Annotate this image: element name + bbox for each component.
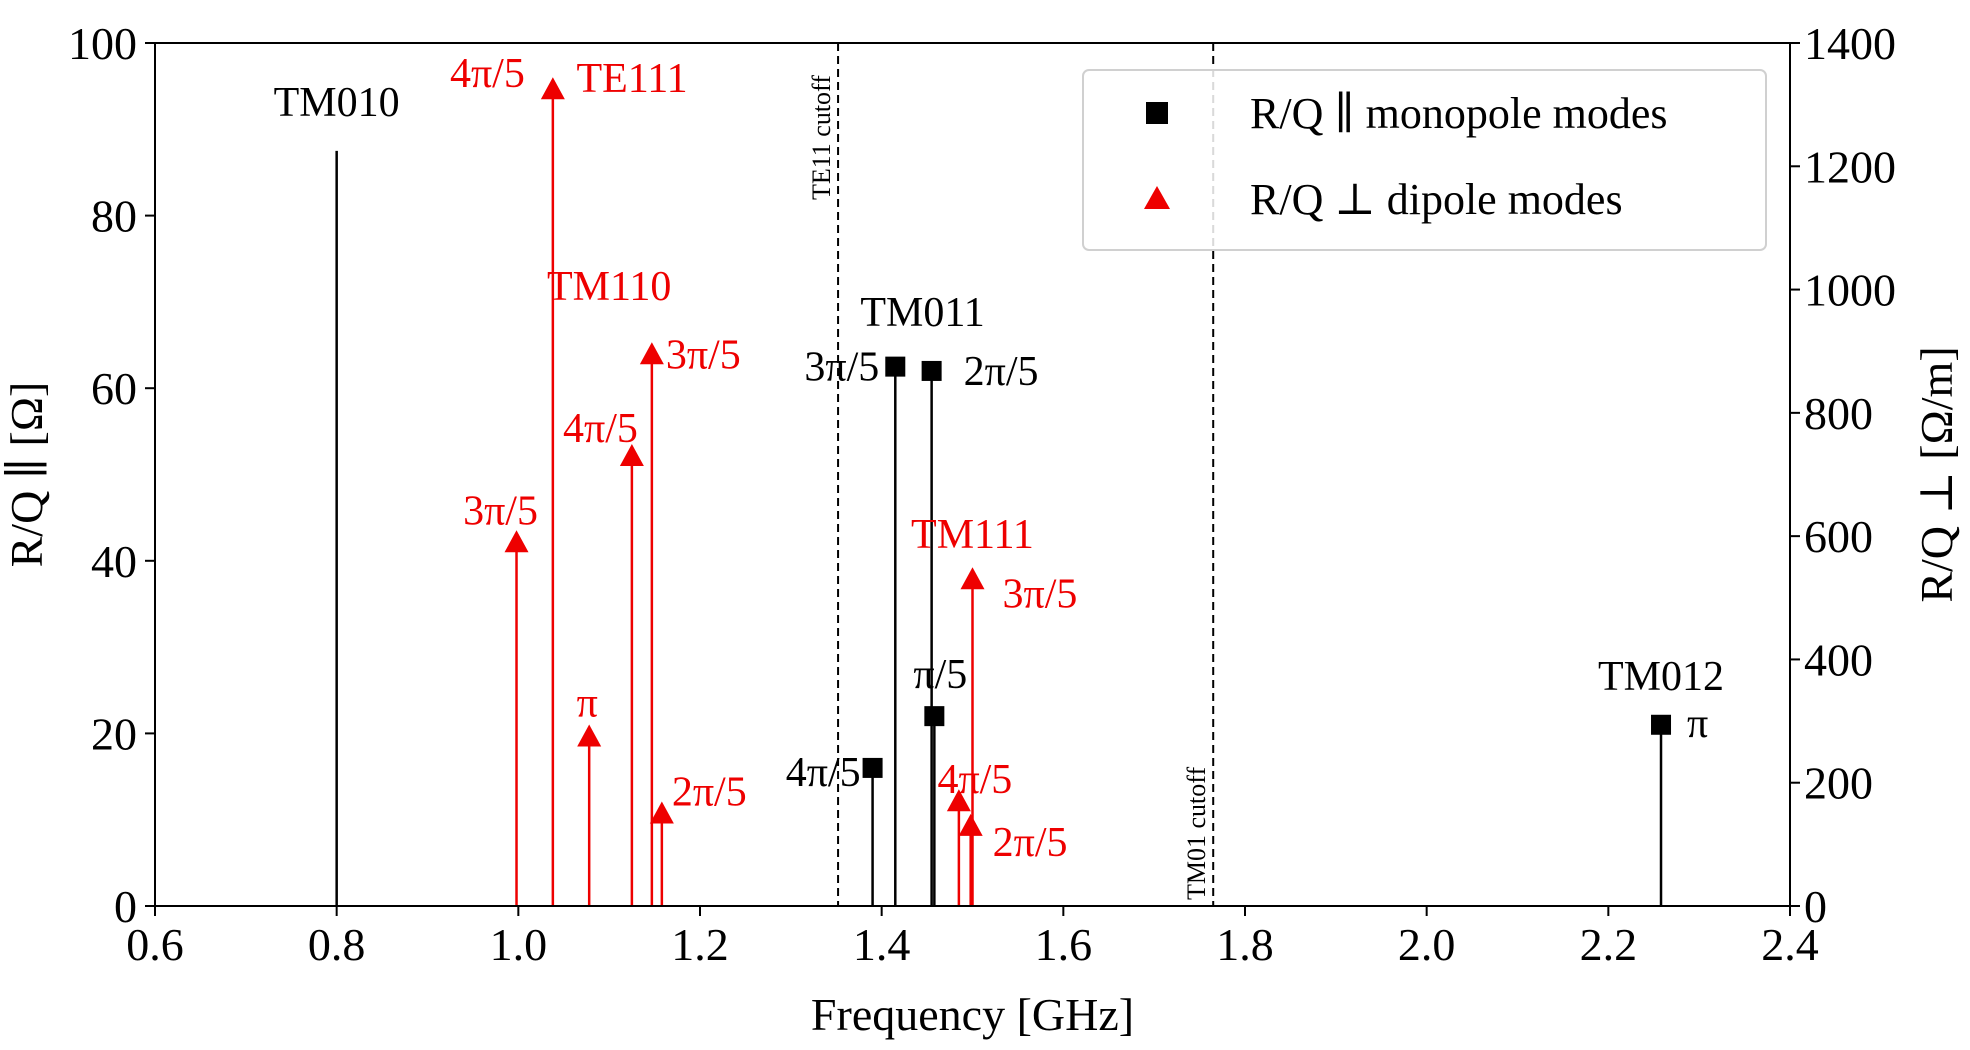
monopole-marker: [921, 360, 942, 381]
y-left-tick-label: 40: [91, 536, 137, 587]
y-left-tick-label: 80: [91, 191, 137, 242]
point-label: 2π/5: [964, 349, 1039, 395]
y-right-axis-label: R/Q ⊥ [Ω/m]: [1911, 346, 1962, 602]
monopole-marker: [885, 356, 906, 377]
mode-label: TM010: [274, 80, 400, 126]
point-label: 2π/5: [993, 820, 1068, 866]
plot-frame: [154, 42, 1791, 907]
markers: [504, 77, 1672, 836]
x-tick-label: 2.4: [1761, 919, 1819, 970]
annotations: TE11 cutoff TM01 cutoff 4π/5 3π/5 2π/5 π/5 π 3π…: [274, 51, 1724, 900]
y-right-tick-label: 600: [1804, 511, 1873, 562]
point-label: 2π/5: [672, 770, 747, 816]
dipole-marker: [619, 444, 644, 467]
cutoff-label: TE11 cutoff: [807, 75, 836, 200]
y-right-tick-label: 0: [1804, 881, 1827, 932]
point-label: π: [577, 680, 598, 726]
mode-label: TM110: [547, 264, 671, 310]
point-label: 4π/5: [937, 757, 1012, 803]
dipole-marker: [540, 77, 565, 100]
legend-box: [1082, 69, 1767, 251]
legend-triangle-icon: [1144, 186, 1170, 209]
point-label: 3π/5: [1003, 571, 1078, 617]
point-label: 3π/5: [463, 488, 538, 534]
y-left-axis-label: R/Q ∥ [Ω]: [1, 382, 52, 568]
y-right-tick-label: 800: [1804, 388, 1873, 439]
legend-square-icon: [1146, 102, 1168, 124]
y-right-tick-label: 200: [1804, 758, 1873, 809]
monopole-marker: [862, 757, 883, 778]
point-label: 3π/5: [666, 332, 741, 378]
dipole-marker: [639, 342, 664, 365]
cutoff-label: TM01 cutoff: [1182, 767, 1211, 900]
x-tick-label: 1.0: [490, 919, 548, 970]
x-tick-label: 1.4: [853, 919, 911, 970]
x-tick-label: 2.0: [1398, 919, 1456, 970]
point-label: 3π/5: [804, 345, 879, 391]
mode-label: TE111: [576, 56, 687, 102]
y-right-tick-label: 400: [1804, 634, 1873, 685]
x-axis-label: Frequency [GHz]: [811, 989, 1134, 1040]
x-tick-label: 1.2: [671, 919, 729, 970]
y-right-tick-label: 1000: [1804, 265, 1896, 316]
monopole-marker: [924, 706, 945, 727]
y-left-tick-label: 20: [91, 708, 137, 759]
y-right-tick-label: 1200: [1804, 141, 1896, 192]
y-left-tick-label: 100: [68, 18, 137, 69]
y-right-tick-label: 1400: [1804, 18, 1896, 69]
legend-label: R/Q ⊥ dipole modes: [1250, 175, 1623, 224]
dipole-marker: [577, 724, 602, 747]
x-tick-label: 2.2: [1580, 919, 1638, 970]
y-left-tick-label: 0: [114, 881, 137, 932]
y-left-tick-label: 60: [91, 363, 137, 414]
dipole-marker: [946, 789, 971, 812]
legend: R/Q ∥ monopole modes R/Q ⊥ dipole modes: [1082, 69, 1767, 251]
dipole-marker: [504, 530, 529, 553]
axes: 0.6 0.8 1.0 1.2 1.4 1.6 1.8 2.0 2.2 2.40204060801…: [1, 18, 1962, 1040]
x-tick-label: 0.8: [308, 919, 366, 970]
point-label: 4π/5: [450, 51, 525, 97]
point-label: 4π/5: [563, 406, 638, 452]
dipole-marker: [960, 567, 985, 590]
monopole-marker: [1651, 714, 1672, 735]
mode-label: TM011: [860, 290, 984, 336]
mode-label: TM111: [911, 512, 1034, 558]
x-tick-label: 1.6: [1035, 919, 1093, 970]
dipole-marker: [958, 813, 983, 836]
stems: [335, 89, 1663, 906]
mode-label: TM012: [1598, 654, 1724, 700]
legend-label: R/Q ∥ monopole modes: [1250, 89, 1668, 138]
point-label: π: [1687, 701, 1708, 747]
dipole-marker: [649, 801, 674, 824]
point-label: π/5: [913, 652, 967, 698]
x-tick-label: 0.6: [126, 919, 184, 970]
point-label: 4π/5: [786, 750, 861, 796]
x-tick-label: 1.8: [1216, 919, 1274, 970]
